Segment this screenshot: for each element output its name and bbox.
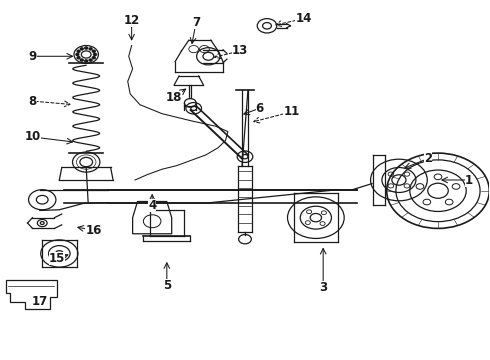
Circle shape	[80, 59, 83, 61]
Circle shape	[77, 57, 80, 59]
Text: 10: 10	[24, 130, 41, 144]
Text: 7: 7	[192, 16, 200, 29]
Text: 5: 5	[163, 279, 171, 292]
Circle shape	[92, 50, 95, 52]
Circle shape	[85, 60, 88, 62]
Text: 4: 4	[148, 199, 156, 212]
Circle shape	[94, 53, 97, 55]
Text: 6: 6	[255, 102, 264, 115]
Text: 15: 15	[49, 252, 65, 265]
Circle shape	[92, 57, 95, 59]
Circle shape	[89, 48, 92, 50]
Text: 9: 9	[28, 50, 37, 63]
Circle shape	[80, 48, 83, 50]
Text: 1: 1	[465, 174, 473, 186]
Circle shape	[77, 50, 80, 52]
Text: 17: 17	[32, 296, 48, 309]
Text: 3: 3	[319, 281, 327, 294]
Text: 11: 11	[283, 105, 299, 118]
Text: 8: 8	[28, 95, 37, 108]
Text: 2: 2	[424, 152, 432, 165]
Circle shape	[76, 53, 79, 55]
Circle shape	[89, 59, 92, 61]
Text: 16: 16	[85, 224, 102, 237]
Text: 13: 13	[232, 44, 248, 57]
Text: 18: 18	[166, 91, 182, 104]
Text: 14: 14	[295, 12, 312, 25]
Text: 12: 12	[123, 14, 140, 27]
Circle shape	[85, 47, 88, 49]
